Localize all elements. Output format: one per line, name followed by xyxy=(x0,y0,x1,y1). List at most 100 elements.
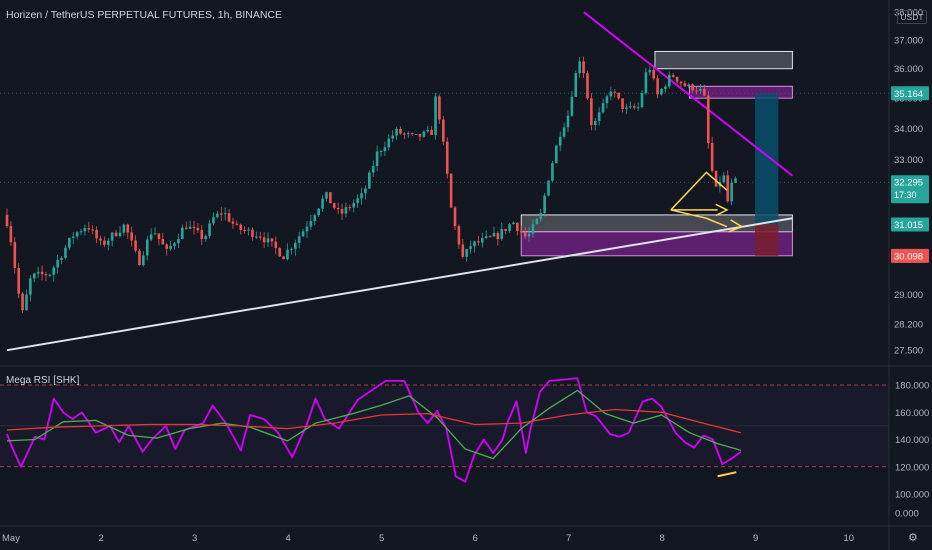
candle-up xyxy=(309,221,313,227)
candle-up xyxy=(422,131,426,137)
candle-up xyxy=(605,96,609,104)
candle-up xyxy=(383,147,387,152)
candle-down xyxy=(21,293,24,311)
candle-up xyxy=(255,236,258,238)
candle-up xyxy=(208,223,211,237)
candle-up xyxy=(640,93,644,108)
candle-down xyxy=(196,227,200,231)
candle-up xyxy=(644,72,648,94)
rsi-tick-label: 140.000 xyxy=(895,435,929,446)
rsi-axis: 180.000 160.000 140.000 120.000 100.000 0.000 xyxy=(895,381,929,520)
candle-up xyxy=(539,213,543,219)
candle-down xyxy=(278,247,282,257)
price-tick-label: 27.500 xyxy=(894,346,923,357)
candle-down xyxy=(239,224,243,230)
candle-down xyxy=(410,133,414,135)
candle-up xyxy=(629,106,632,108)
candle-down xyxy=(44,274,48,276)
candle-down xyxy=(430,129,433,136)
rsi-tick-label: 180.000 xyxy=(895,381,929,392)
candle-up xyxy=(181,227,184,239)
position-loss-zone xyxy=(755,224,779,256)
price-badge-label: 32.295 xyxy=(894,178,923,189)
candle-down xyxy=(126,224,130,233)
candle-up xyxy=(29,278,32,295)
candle-down xyxy=(340,209,344,214)
candle-down xyxy=(192,226,196,228)
upper-trendline xyxy=(583,11,794,177)
chart-title: Horizen / TetherUS PERPETUAL FUTURES, 1h… xyxy=(6,9,282,21)
candle-down xyxy=(703,88,706,96)
candle-up xyxy=(601,103,605,113)
candle-up xyxy=(364,188,367,194)
candle-down xyxy=(706,95,710,143)
candle-up xyxy=(325,192,328,199)
time-tick-label: 4 xyxy=(286,533,291,544)
candle-down xyxy=(329,192,332,204)
price-badge xyxy=(891,248,929,263)
candle-down xyxy=(496,233,500,240)
settings-icon: ⚙ xyxy=(908,532,918,544)
candle-up xyxy=(301,231,305,237)
price-tick-label: 29.000 xyxy=(894,290,923,301)
candle-down xyxy=(449,173,453,208)
candle-down xyxy=(251,229,254,237)
arrow-head-upper xyxy=(715,203,729,217)
candle-up xyxy=(60,257,63,260)
time-axis: May 2 3 4 5 6 7 8 9 10 ⚙ xyxy=(2,532,918,544)
candle-down xyxy=(679,81,683,84)
candle-up xyxy=(68,237,71,248)
candle-up xyxy=(558,136,562,146)
price-badge-label: 30.098 xyxy=(894,251,923,262)
candle-up xyxy=(317,208,320,216)
candle-up xyxy=(578,61,581,74)
candle-down xyxy=(652,70,656,79)
candle-down xyxy=(99,238,102,241)
candle-up xyxy=(145,239,149,256)
candle-down xyxy=(157,233,161,240)
rsi-divergence-mark xyxy=(717,471,737,478)
candle-down xyxy=(632,106,636,108)
candle-up xyxy=(406,133,410,135)
candle-up xyxy=(173,243,176,247)
candle-down xyxy=(87,228,91,230)
candle-up xyxy=(734,178,737,183)
candle-up xyxy=(375,151,379,167)
candle-down xyxy=(219,213,223,215)
candle-up xyxy=(356,198,359,204)
candle-up xyxy=(597,112,601,121)
candle-up xyxy=(344,207,348,214)
candle-up xyxy=(290,248,293,250)
candle-down xyxy=(519,231,523,233)
price-badge xyxy=(891,217,929,232)
candle-up xyxy=(149,234,153,240)
candle-down xyxy=(134,240,137,251)
candle-up xyxy=(352,203,356,208)
time-tick-label: 5 xyxy=(379,533,384,544)
time-tick-label: 8 xyxy=(660,533,665,544)
candle-down xyxy=(726,175,730,202)
currency-badge[interactable]: USDT xyxy=(897,10,927,24)
candle-up xyxy=(527,233,531,237)
candle-up xyxy=(286,249,289,260)
candle-down xyxy=(675,76,679,82)
candle-up xyxy=(153,233,157,235)
candle-down xyxy=(617,92,620,99)
candle-up xyxy=(480,237,484,243)
candle-up xyxy=(660,88,663,95)
candle-down xyxy=(161,239,165,245)
price-badge-countdown: 17:30 xyxy=(894,190,917,200)
indicator-title: Mega RSI [SHK] xyxy=(6,375,80,386)
candle-up xyxy=(321,198,324,209)
candle-up xyxy=(371,166,375,173)
price-tick-label: 28.200 xyxy=(894,319,923,330)
candle-up xyxy=(48,274,52,276)
candle-up xyxy=(722,175,726,182)
arrow-annotation xyxy=(670,171,744,233)
candle-up xyxy=(465,249,469,257)
arrow-path-lower xyxy=(670,209,728,228)
candle-up xyxy=(313,215,317,222)
candle-up xyxy=(177,238,180,244)
